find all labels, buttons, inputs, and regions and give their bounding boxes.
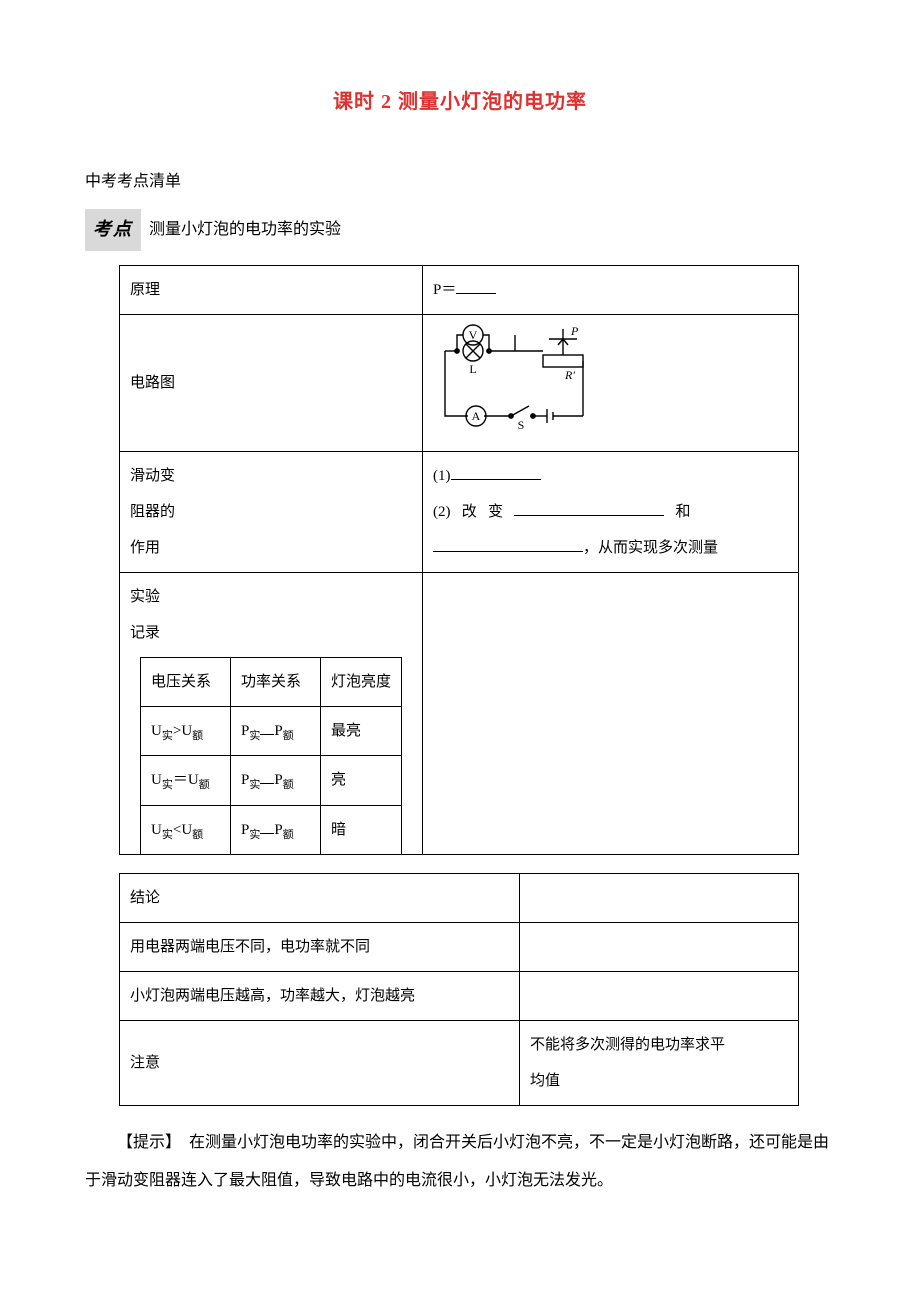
- blank-rheostat-2: [514, 501, 664, 516]
- record-label-2: 记录: [130, 625, 160, 641]
- cell-rheostat-value: (1) (2) 改 变 和 ，从而实现多次测量: [423, 451, 799, 572]
- cell-p-2: P实P额: [231, 756, 321, 805]
- hint-paragraph: 【提示】 在测量小灯泡电功率的实验中，闭合开关后小灯泡不亮，不一定是小灯泡断路，…: [85, 1124, 835, 1201]
- cell-principle-label: 原理: [120, 265, 423, 314]
- conclusion-table: 结论 用电器两端电压不同，电功率就不同 小灯泡两端电压越高，功率越大，灯泡越亮 …: [119, 873, 799, 1106]
- t2-cell-r4-right: 不能将多次测得的电功率求平 均值: [520, 1020, 799, 1105]
- v2-pre: U: [151, 772, 162, 788]
- rheostat-item2-prefix: (2): [433, 504, 451, 520]
- row-circuit: 电路图: [120, 314, 799, 451]
- t2-r4-right-b: 均值: [530, 1073, 560, 1089]
- v1-sub1: 实: [162, 730, 173, 742]
- cell-principle-value: P＝: [423, 265, 799, 314]
- t2-cell-r1b: [520, 873, 799, 922]
- blank-p1: [260, 720, 274, 735]
- rheostat-item2-tail: 和: [676, 504, 691, 520]
- record-label-1: 实验: [130, 589, 160, 605]
- p2-sub1: 实: [249, 779, 260, 791]
- p1-sub2: 额: [283, 730, 294, 742]
- label-p: P: [570, 324, 579, 338]
- t2-row-1: 结论: [120, 873, 799, 922]
- cell-b-3: 暗: [321, 805, 402, 854]
- cell-circuit-diagram: V L A S P R′: [423, 314, 799, 451]
- label-l: L: [469, 362, 476, 376]
- p3-sub2: 额: [283, 829, 294, 841]
- rheostat-item2-w2: 变: [488, 504, 503, 520]
- label-r: R′: [564, 368, 575, 382]
- cell-subhead-voltage: 电压关系: [141, 657, 231, 706]
- p1-post: P: [274, 723, 282, 739]
- cell-v-2: U实＝U额: [141, 756, 231, 805]
- circuit-svg: V L A S P R′: [433, 321, 603, 431]
- v2-sub2: 额: [199, 779, 210, 791]
- v3-pre: U: [151, 822, 162, 838]
- cell-p-3: P实P额: [231, 805, 321, 854]
- t2-r4-right-a: 不能将多次测得的电功率求平: [530, 1037, 725, 1053]
- t2-row-2: 用电器两端电压不同，电功率就不同: [120, 922, 799, 971]
- cell-b-1: 最亮: [321, 706, 402, 755]
- p2-sub2: 额: [283, 779, 294, 791]
- t2-row-3: 小灯泡两端电压越高，功率越大，灯泡越亮: [120, 971, 799, 1020]
- p3-sub1: 实: [249, 829, 260, 841]
- p1-sub1: 实: [249, 730, 260, 742]
- rheostat-item1-prefix: (1): [433, 468, 451, 484]
- p2-post: P: [274, 772, 282, 788]
- v1-pre: U: [151, 723, 162, 739]
- v3-pre2: U: [181, 822, 192, 838]
- cell-left-gutter: [120, 657, 141, 854]
- cell-subhead-brightness: 灯泡亮度: [321, 657, 402, 706]
- cell-v-1: U实>U额: [141, 706, 231, 755]
- kaodian-badge: 考点: [85, 209, 141, 251]
- t2-cell-r3: 小灯泡两端电压越高，功率越大，灯泡越亮: [120, 971, 520, 1020]
- row-record-label: 实验 记录: [120, 572, 799, 657]
- rheostat-label-2: 阻器的: [130, 504, 175, 520]
- t2-cell-r4-left: 注意: [120, 1020, 520, 1105]
- rheostat-item3-tail: ，从而实现多次测量: [583, 540, 718, 556]
- experiment-table: 原理 P＝ 电路图: [119, 265, 799, 855]
- principle-prefix: P＝: [433, 282, 456, 298]
- v3-sub1: 实: [162, 829, 173, 841]
- section-heading: 中考考点清单: [85, 164, 835, 199]
- rheostat-item2-w1: 改: [462, 504, 477, 520]
- cell-subhead-power: 功率关系: [231, 657, 321, 706]
- v2-pre2: U: [188, 772, 199, 788]
- cell-v-3: U实<U额: [141, 805, 231, 854]
- cell-p-1: P实P额: [231, 706, 321, 755]
- v2-sub1: 实: [162, 779, 173, 791]
- blank-rheostat-1: [451, 465, 541, 480]
- t2-cell-r2: 用电器两端电压不同，电功率就不同: [120, 922, 520, 971]
- cell-b-2: 亮: [321, 756, 402, 805]
- row-principle: 原理 P＝: [120, 265, 799, 314]
- row-rheostat: 滑动变 阻器的 作用 (1) (2) 改 变 和 ，从而实现多次测量: [120, 451, 799, 572]
- rheostat-label-3: 作用: [130, 540, 160, 556]
- t2-cell-r1: 结论: [120, 873, 520, 922]
- blank-p2: [260, 769, 274, 784]
- blank-principle: [456, 279, 496, 294]
- v1-sub2: 额: [192, 730, 203, 742]
- t2-row-4: 注意 不能将多次测得的电功率求平 均值: [120, 1020, 799, 1105]
- cell-circuit-label: 电路图: [120, 314, 423, 451]
- rheostat-label-1: 滑动变: [130, 468, 175, 484]
- cell-record-label: 实验 记录: [120, 572, 423, 657]
- t2-cell-r2b: [520, 922, 799, 971]
- kaodian-row: 考点 测量小灯泡的电功率的实验: [85, 209, 835, 251]
- label-v: V: [469, 328, 478, 342]
- blank-p3: [260, 819, 274, 834]
- t2-cell-r3b: [520, 971, 799, 1020]
- p3-post: P: [274, 822, 282, 838]
- blank-rheostat-3: [433, 537, 583, 552]
- cell-right-gutter: [402, 657, 423, 854]
- kaodian-text: 测量小灯泡的电功率的实验: [149, 212, 341, 247]
- page-title: 课时 2 测量小灯泡的电功率: [85, 80, 835, 124]
- label-a: A: [472, 409, 481, 423]
- v2-op: ＝: [173, 772, 188, 788]
- label-s: S: [518, 418, 525, 431]
- v3-sub2: 额: [192, 829, 203, 841]
- v1-pre2: U: [181, 723, 192, 739]
- cell-record-right-empty: [423, 572, 799, 854]
- cell-rheostat-label: 滑动变 阻器的 作用: [120, 451, 423, 572]
